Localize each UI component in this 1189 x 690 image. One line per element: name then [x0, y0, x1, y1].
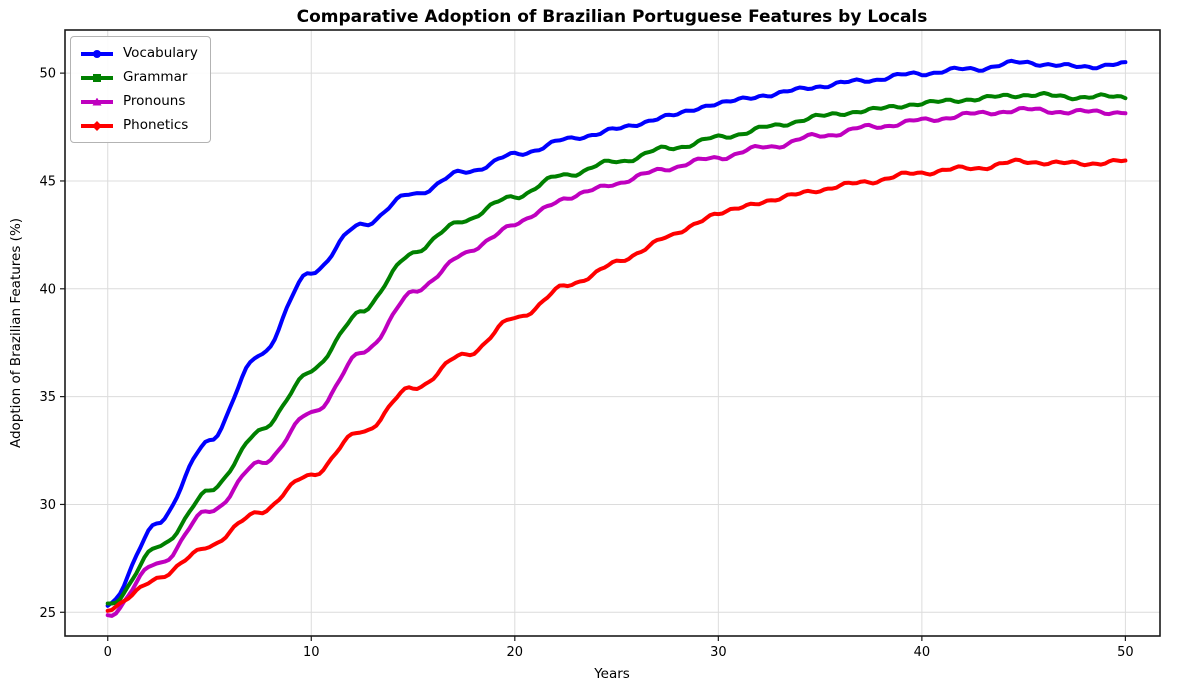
series-line-vocabulary [105, 58, 1128, 608]
series-line-pronouns [105, 106, 1128, 618]
legend-line-sample [81, 97, 113, 106]
legend-label: Vocabulary [123, 44, 198, 61]
diamond-marker-icon [92, 120, 102, 131]
y-tick-label-25: 25 [39, 606, 56, 621]
legend: Vocabulary Grammar Pronouns Phonetics [70, 36, 211, 143]
legend-line-sample [81, 120, 113, 131]
y-tick-label-45: 45 [39, 174, 56, 189]
y-axis-label: Adoption of Brazilian Features (%) [8, 218, 24, 448]
chart-title: Comparative Adoption of Brazilian Portug… [297, 7, 928, 27]
triangle-marker-icon [92, 97, 102, 106]
y-tick-label-35: 35 [39, 390, 56, 405]
x-axis-label: Years [593, 666, 630, 682]
series-line-grammar [105, 91, 1128, 606]
x-tick-label-40: 40 [914, 645, 931, 660]
y-tick-label-40: 40 [39, 282, 56, 297]
tick-marks-and-labels: 0 10 20 30 40 50 25 30 35 40 45 50 [39, 67, 1133, 660]
axes-spines [64, 29, 1161, 637]
legend-label: Phonetics [123, 116, 189, 133]
x-tick-label-10: 10 [303, 645, 320, 660]
circle-marker-icon [93, 49, 101, 58]
y-tick-label-30: 30 [39, 498, 56, 513]
series-line-phonetics [105, 157, 1128, 613]
x-tick-label-30: 30 [710, 645, 727, 660]
legend-line-sample [81, 73, 113, 82]
x-tick-label-50: 50 [1117, 645, 1134, 660]
data-series [105, 58, 1128, 618]
legend-line-sample [81, 49, 113, 58]
y-tick-label-50: 50 [39, 67, 56, 82]
x-tick-label-0: 0 [104, 645, 112, 660]
grid-lines [65, 30, 1160, 636]
legend-label: Grammar [123, 68, 188, 85]
square-marker-icon [93, 73, 101, 82]
legend-item-phonetics: Phonetics [81, 116, 198, 135]
legend-item-grammar: Grammar [81, 68, 198, 87]
legend-item-vocabulary: Vocabulary [81, 44, 198, 63]
legend-item-pronouns: Pronouns [81, 92, 198, 111]
legend-label: Pronouns [123, 92, 186, 109]
x-tick-label-20: 20 [507, 645, 524, 660]
